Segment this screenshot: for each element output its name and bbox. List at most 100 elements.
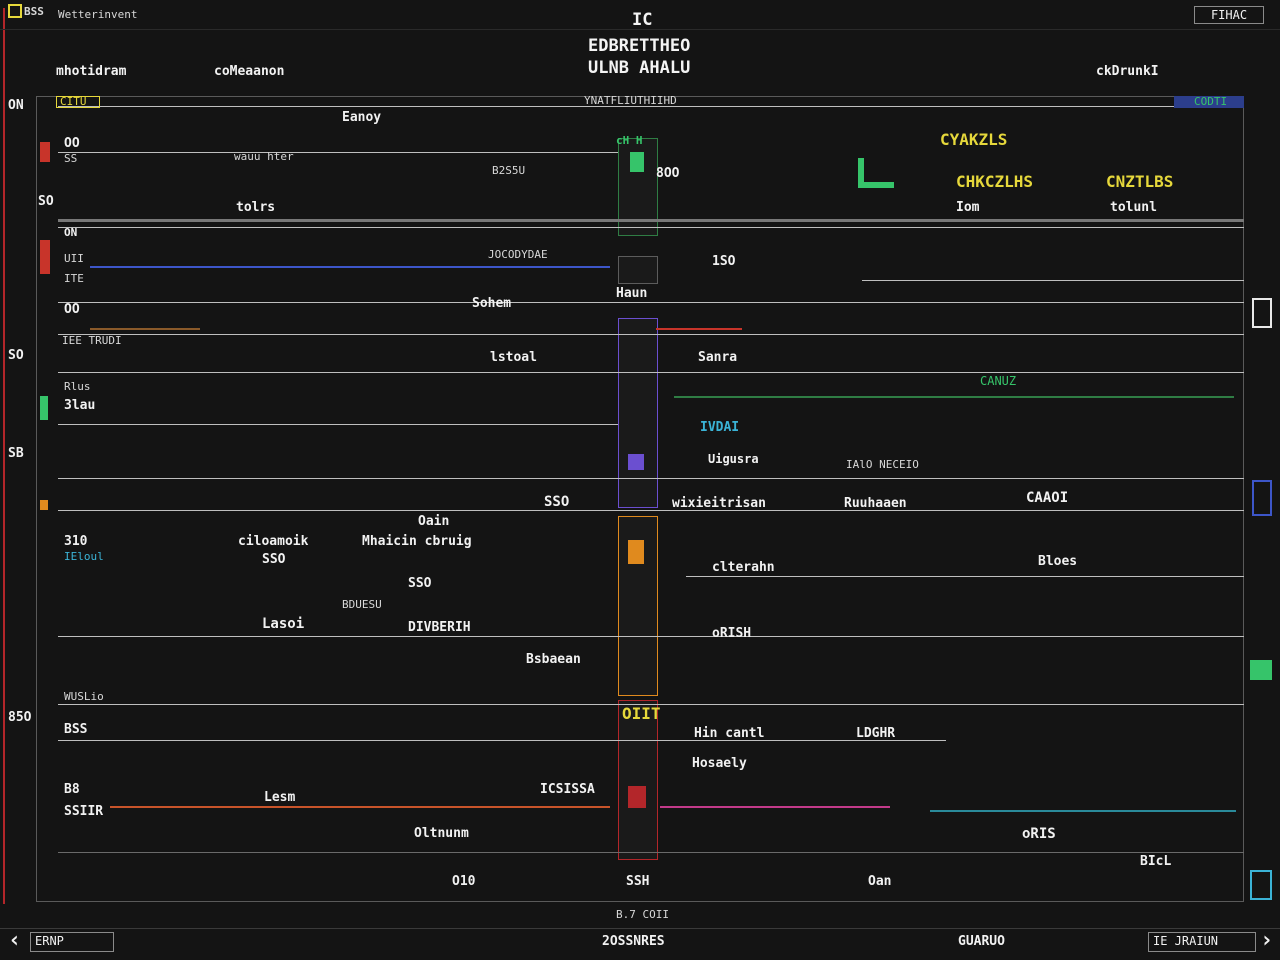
track-blue[interactable] <box>90 266 610 268</box>
footer-right-text: GUARUO <box>958 934 1005 949</box>
title-bar: BSS Wetterinvent FIHAC <box>0 0 1280 30</box>
row-line <box>58 302 1244 303</box>
scroll-thumb[interactable] <box>1252 480 1272 516</box>
row-value: 1SO <box>712 254 736 269</box>
axis-tick-label: SSH <box>626 874 650 889</box>
column-header-left[interactable]: mhotidram <box>56 64 127 79</box>
app-icon-label: BSS <box>24 5 44 18</box>
row-sublabel: SSIIR <box>64 804 104 819</box>
footer-right-button[interactable]: IE JRAIUN <box>1148 932 1256 952</box>
track-magenta[interactable] <box>660 806 890 808</box>
header-subtitle: ULNB AHALU <box>588 58 691 78</box>
row-center-label: cH H <box>616 134 643 147</box>
marker-label: clterahn <box>712 560 775 575</box>
window-controls[interactable]: FIHAC <box>1194 6 1264 24</box>
chevron-left-icon[interactable]: ‹ <box>8 928 22 953</box>
row-sublabel: IEE TRUDI <box>62 334 122 347</box>
row-center-label: oRISH <box>712 626 752 641</box>
row-mid-label: JOCODYDAE <box>488 248 548 261</box>
footer-center-text: 2OSSNRES <box>602 934 665 949</box>
row-line <box>58 740 946 741</box>
spine-node-red[interactable] <box>628 786 646 808</box>
marker-label: CANUZ <box>980 374 1017 388</box>
title-divider <box>0 29 1280 30</box>
gutter-label: ON <box>8 98 24 113</box>
marker-label: SSO <box>408 576 432 591</box>
header-title: EDBRETTHEO <box>588 36 691 56</box>
row-line <box>58 510 1244 511</box>
row-sublabel: SS <box>64 152 78 165</box>
row-center-label: Sanra <box>698 350 738 365</box>
chevron-right-icon[interactable]: › <box>1260 928 1274 953</box>
row-mid-label: lstoal <box>490 350 537 365</box>
row-center-label: Mhaicin cbruig <box>362 534 472 549</box>
stat-sublabel: Iom <box>956 200 980 215</box>
row-line <box>58 636 1244 637</box>
row-mid-label: Lesm <box>264 790 296 805</box>
app-icon <box>8 4 22 18</box>
gutter-label: 85O <box>8 710 32 725</box>
top-ruler-label: YNATFLIUTHIIHD <box>584 94 677 107</box>
ruler-tag-right[interactable] <box>1174 96 1244 108</box>
row-line <box>58 334 1244 335</box>
header-mark: IC <box>632 10 653 30</box>
row-center-label: Haun <box>616 286 648 301</box>
column-header-middle[interactable]: coMeaanon <box>214 64 285 79</box>
scroll-up-button[interactable] <box>1252 298 1272 328</box>
track-green[interactable] <box>674 396 1234 398</box>
spine-node-orange[interactable] <box>628 540 644 564</box>
marker-label: Ruuhaaen <box>844 496 907 511</box>
row-value: IVDAI <box>700 420 740 435</box>
marker-label: SSO <box>262 552 286 567</box>
track-red[interactable] <box>110 806 610 808</box>
gutter-marker-green <box>40 396 48 420</box>
spine-node-green[interactable] <box>630 152 644 172</box>
gutter-marker-orange <box>40 500 48 510</box>
row-line <box>58 852 1244 853</box>
row-line <box>686 576 1244 577</box>
row-label: 310 <box>64 534 88 549</box>
gutter-label: SO <box>8 348 24 363</box>
track-orange[interactable] <box>90 328 200 330</box>
row-value: OIIT <box>622 704 661 723</box>
frame-accent <box>3 8 5 904</box>
row-line <box>58 424 618 425</box>
marker-label: CAAOI <box>1026 490 1069 506</box>
marker-label: Hin cantl <box>694 726 765 741</box>
spine-segment <box>618 700 658 860</box>
gutter-label: SO <box>38 194 54 209</box>
column-header-right[interactable]: ckDrunkI <box>1096 64 1159 79</box>
row-mid-label: Sohem <box>472 296 512 311</box>
axis-tick-label: O10 <box>452 874 476 889</box>
gutter-marker-red <box>40 142 50 162</box>
row-value: ICSISSA <box>540 782 595 797</box>
marker-label: LDGHR <box>856 726 896 741</box>
scroll-down-button[interactable] <box>1250 870 1272 900</box>
track-red[interactable] <box>656 328 742 330</box>
footer-left-button[interactable]: ERNP <box>30 932 114 952</box>
spine-segment <box>618 256 658 284</box>
panel-heading: Eanoy <box>342 110 382 125</box>
row-sublabel: WUSLio <box>64 690 104 703</box>
row-center-label: Hosaely <box>692 756 747 771</box>
marker-label: IAlO NECEIO <box>846 458 919 471</box>
ruler-tag-right-label: CODTI <box>1194 95 1228 108</box>
track-teal[interactable] <box>930 810 1236 812</box>
row-label: BSS <box>64 722 88 737</box>
top-ruler <box>58 106 1174 107</box>
stat-value: CYAKZLS <box>940 130 1008 149</box>
row-value: 8OO <box>656 166 680 181</box>
marker-label: Lasoi <box>262 616 305 632</box>
row-label: Rlus <box>64 380 91 393</box>
row-mid-label: ciloamoik <box>238 534 309 549</box>
row-line <box>58 478 1244 479</box>
row-label: OO <box>64 302 80 317</box>
ruler-tag-left-label: CITU <box>60 95 87 108</box>
trend-icon <box>858 158 894 188</box>
spine-node-purple[interactable] <box>628 454 644 470</box>
marker-label: DIVBERIH <box>408 620 471 635</box>
ruler-tag-left[interactable] <box>56 96 100 108</box>
row-line <box>58 372 1244 373</box>
stat-sublabel: tolunl <box>1110 200 1157 215</box>
window-title: Wetterinvent <box>58 8 138 21</box>
